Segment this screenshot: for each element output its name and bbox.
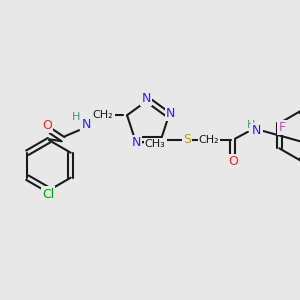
Text: CH₃: CH₃ [145, 139, 165, 149]
Text: N: N [166, 107, 176, 120]
Text: S: S [183, 133, 191, 146]
Text: H: H [247, 120, 255, 130]
Text: N: N [81, 118, 91, 131]
Text: CH₂: CH₂ [93, 110, 113, 120]
Text: N: N [252, 124, 262, 137]
Text: H: H [72, 112, 80, 122]
Text: CH₂: CH₂ [199, 135, 219, 145]
Text: N: N [141, 92, 151, 104]
Text: O: O [42, 119, 52, 132]
Text: Cl: Cl [42, 188, 54, 201]
Text: F: F [279, 121, 286, 134]
Text: N: N [131, 136, 141, 149]
Text: O: O [228, 155, 238, 168]
